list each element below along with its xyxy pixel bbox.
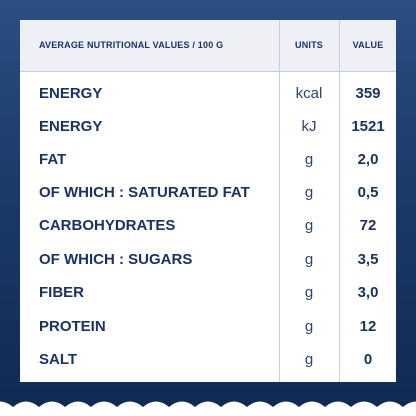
nutrient-unit: kcal [295, 85, 323, 102]
nutrient-value: 0 [363, 351, 373, 368]
table-row: OF WHICH : SUGARS g 3,5 [20, 243, 396, 276]
column-divider [339, 20, 340, 382]
nutrient-name: FIBER [39, 284, 84, 301]
header-value: VALUE [352, 40, 384, 50]
nutrient-unit: g [304, 217, 314, 234]
nutrient-value: 1521 [351, 118, 385, 135]
nutrient-unit: kJ [301, 118, 317, 135]
nutrient-name: PROTEIN [39, 318, 106, 335]
table-row: FIBER g 3,0 [20, 276, 396, 309]
nutrient-unit: g [304, 251, 314, 268]
table-row: ENERGY kJ 1521 [20, 110, 396, 143]
nutrient-name: OF WHICH : SUGARS [39, 251, 193, 268]
scalloped-edge-decoration [0, 401, 416, 416]
nutrient-value: 359 [355, 85, 381, 102]
nutrient-value: 3,0 [357, 284, 379, 301]
nutrient-name: ENERGY [39, 85, 103, 102]
header-units: UNITS [295, 40, 323, 50]
nutrient-value: 72 [359, 217, 377, 234]
table-row: PROTEIN g 12 [20, 310, 396, 343]
table-row: ENERGY kcal 359 [20, 77, 396, 110]
table-row: FAT g 2,0 [20, 143, 396, 176]
nutrition-table: AVERAGE NUTRITIONAL VALUES / 100 G UNITS… [20, 20, 396, 382]
table-row: CARBOHYDRATES g 72 [20, 209, 396, 242]
nutrient-name: OF WHICH : SATURATED FAT [39, 184, 250, 201]
nutrient-name: FAT [39, 151, 67, 168]
nutrient-value: 12 [359, 318, 377, 335]
nutrient-name: SALT [39, 351, 78, 368]
nutrient-unit: g [304, 318, 314, 335]
nutrient-name: ENERGY [39, 118, 103, 135]
table-row: OF WHICH : SATURATED FAT g 0,5 [20, 176, 396, 209]
nutrient-value: 2,0 [357, 151, 379, 168]
nutrient-value: 3,5 [357, 251, 379, 268]
table-header: AVERAGE NUTRITIONAL VALUES / 100 G UNITS… [20, 20, 396, 72]
column-divider [279, 20, 280, 382]
header-nutrient: AVERAGE NUTRITIONAL VALUES / 100 G [39, 40, 224, 50]
nutrient-value: 0,5 [357, 184, 379, 201]
nutrient-unit: g [304, 184, 314, 201]
nutrient-unit: g [304, 351, 314, 368]
nutrient-unit: g [304, 151, 314, 168]
nutrient-name: CARBOHYDRATES [39, 217, 176, 234]
nutrient-unit: g [304, 284, 314, 301]
table-row: SALT g 0 [20, 343, 396, 376]
